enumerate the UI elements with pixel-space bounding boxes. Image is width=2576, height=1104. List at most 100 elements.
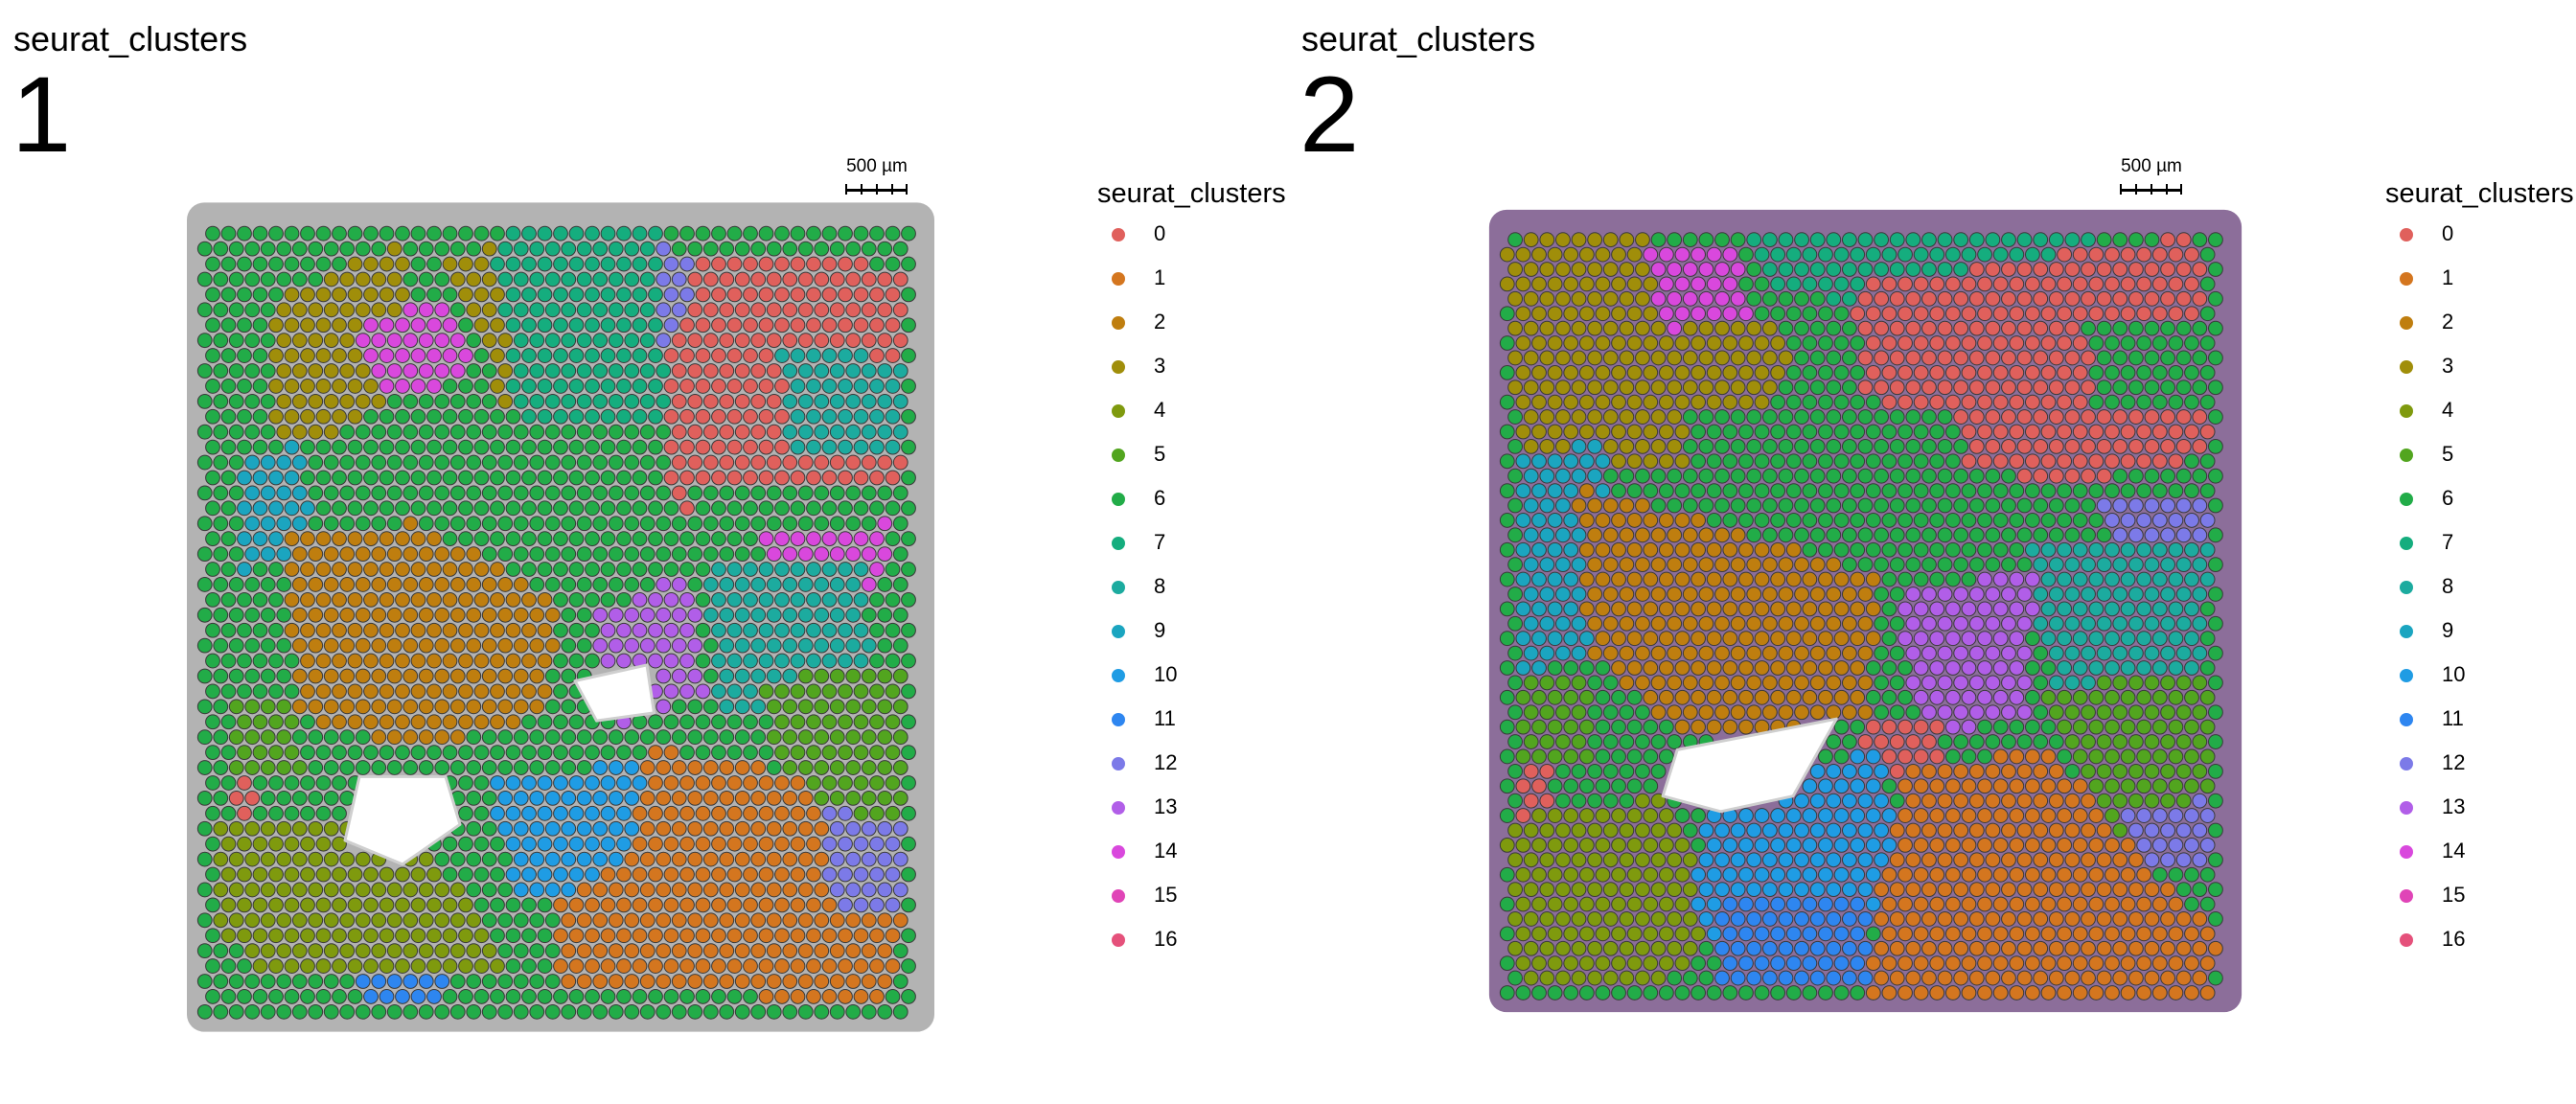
spot-cluster-7 [1921,262,1937,277]
spot-cluster-6 [1770,306,1786,322]
spot-cluster-6 [702,729,719,746]
spot-cluster-4 [1595,955,1611,972]
spot-cluster-10 [1698,822,1714,839]
spot-cluster-11 [1738,896,1754,912]
spot-cluster-1 [861,943,877,959]
spot-cluster-1 [719,851,735,867]
spot-cluster-1 [806,897,821,913]
spot-cluster-1 [663,745,679,761]
spot-cluster-1 [687,790,703,806]
spot-cluster-6 [1905,409,1921,425]
spot-cluster-0 [711,256,726,272]
spot-cluster-6 [719,1003,735,1020]
spot-cluster-3 [395,256,410,272]
spot-cluster-1 [734,820,750,837]
spot-cluster-5 [1578,748,1595,765]
spot-cluster-5 [782,699,798,715]
spot-cluster-6 [355,485,371,501]
spot-cluster-5 [2168,778,2184,794]
spot-cluster-0 [1913,335,1929,351]
spot-cluster-2 [490,622,505,638]
spot-cluster-6 [2128,232,2144,248]
spot-cluster-12 [861,820,877,837]
spot-cluster-0 [2168,306,2184,322]
spot-cluster-2 [395,531,410,547]
spot-cluster-6 [402,485,419,501]
spot-cluster-2 [347,622,363,638]
spot-cluster-5 [2081,763,2096,779]
spot-cluster-1 [2025,985,2040,1000]
spot-cluster-2 [1826,557,1842,573]
spot-cluster-1 [2199,955,2216,972]
spot-cluster-6 [726,500,743,517]
spot-cluster-3 [1578,364,1595,380]
spot-cluster-10 [529,820,545,837]
spot-cluster-1 [845,912,862,929]
spot-cluster-6 [244,302,261,318]
spot-cluster-6 [648,531,663,547]
spot-cluster-1 [2151,896,2168,912]
spot-cluster-5 [838,775,853,791]
spot-cluster-11 [1778,940,1794,956]
spot-cluster-14 [1698,290,1714,307]
spot-cluster-6 [2057,513,2073,528]
spot-cluster-6 [2199,364,2216,380]
spot-cluster-6 [244,974,261,989]
spot-cluster-7 [576,333,592,349]
spot-cluster-3 [347,317,363,334]
spot-cluster-5 [2096,734,2112,749]
spot-cluster-6 [339,729,356,746]
spot-cluster-8 [853,379,869,394]
spot-cluster-6 [490,531,505,547]
spot-cluster-5 [821,714,838,730]
spot-cluster-0 [671,393,687,409]
spot-cluster-1 [2096,940,2112,956]
spot-cluster-6 [490,745,505,761]
spot-cluster-1 [2016,852,2033,868]
spot-cluster-1 [663,928,679,944]
spot-cluster-8 [2033,557,2049,573]
spot-cluster-2 [291,607,308,623]
spot-cluster-2 [300,531,315,547]
spot-cluster-8 [838,653,853,669]
spot-cluster-9 [1531,541,1547,558]
spot-cluster-6 [395,745,410,761]
spot-cluster-6 [466,485,482,501]
spot-cluster-5 [885,683,901,700]
spot-cluster-0 [1857,350,1874,366]
spot-cluster-1 [1953,882,1969,898]
spot-cluster-6 [529,546,545,563]
spot-cluster-2 [1730,675,1746,691]
spot-cluster-1 [758,775,774,791]
spot-cluster-4 [1674,837,1690,853]
spot-cluster-6 [505,958,521,974]
spot-cluster-3 [490,287,505,303]
spot-cluster-6 [1889,645,1905,661]
spot-cluster-2 [1682,645,1698,661]
spot-cluster-5 [814,729,830,746]
spot-cluster-2 [497,668,514,684]
spot-cluster-6 [561,546,577,563]
spot-cluster-6 [576,607,592,623]
spot-cluster-1 [1865,985,1881,1000]
spot-cluster-0 [695,470,711,486]
spot-cluster-6 [1499,866,1515,883]
spot-cluster-6 [901,500,916,517]
legend-item: 15 [2385,883,2574,927]
spot-cluster-6 [568,989,585,1004]
spot-cluster-8 [2104,541,2120,558]
spot-cluster-6 [2144,380,2160,396]
spot-cluster-6 [568,622,585,638]
spot-cluster-2 [363,562,379,577]
spot-cluster-1 [656,974,672,989]
spot-cluster-0 [1857,380,1874,396]
spot-cluster-4 [347,897,363,913]
spot-cluster-2 [1682,586,1698,602]
spot-cluster-7 [553,348,568,363]
spot-cluster-6 [1499,985,1515,1000]
spot-cluster-1 [766,943,782,959]
spot-cluster-1 [2096,882,2112,898]
spot-cluster-1 [2104,955,2120,972]
spot-cluster-3 [363,379,379,394]
legend-key [2400,493,2413,506]
